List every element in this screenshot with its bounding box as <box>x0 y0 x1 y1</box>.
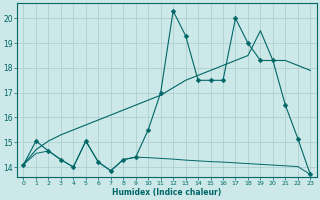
X-axis label: Humidex (Indice chaleur): Humidex (Indice chaleur) <box>112 188 221 197</box>
